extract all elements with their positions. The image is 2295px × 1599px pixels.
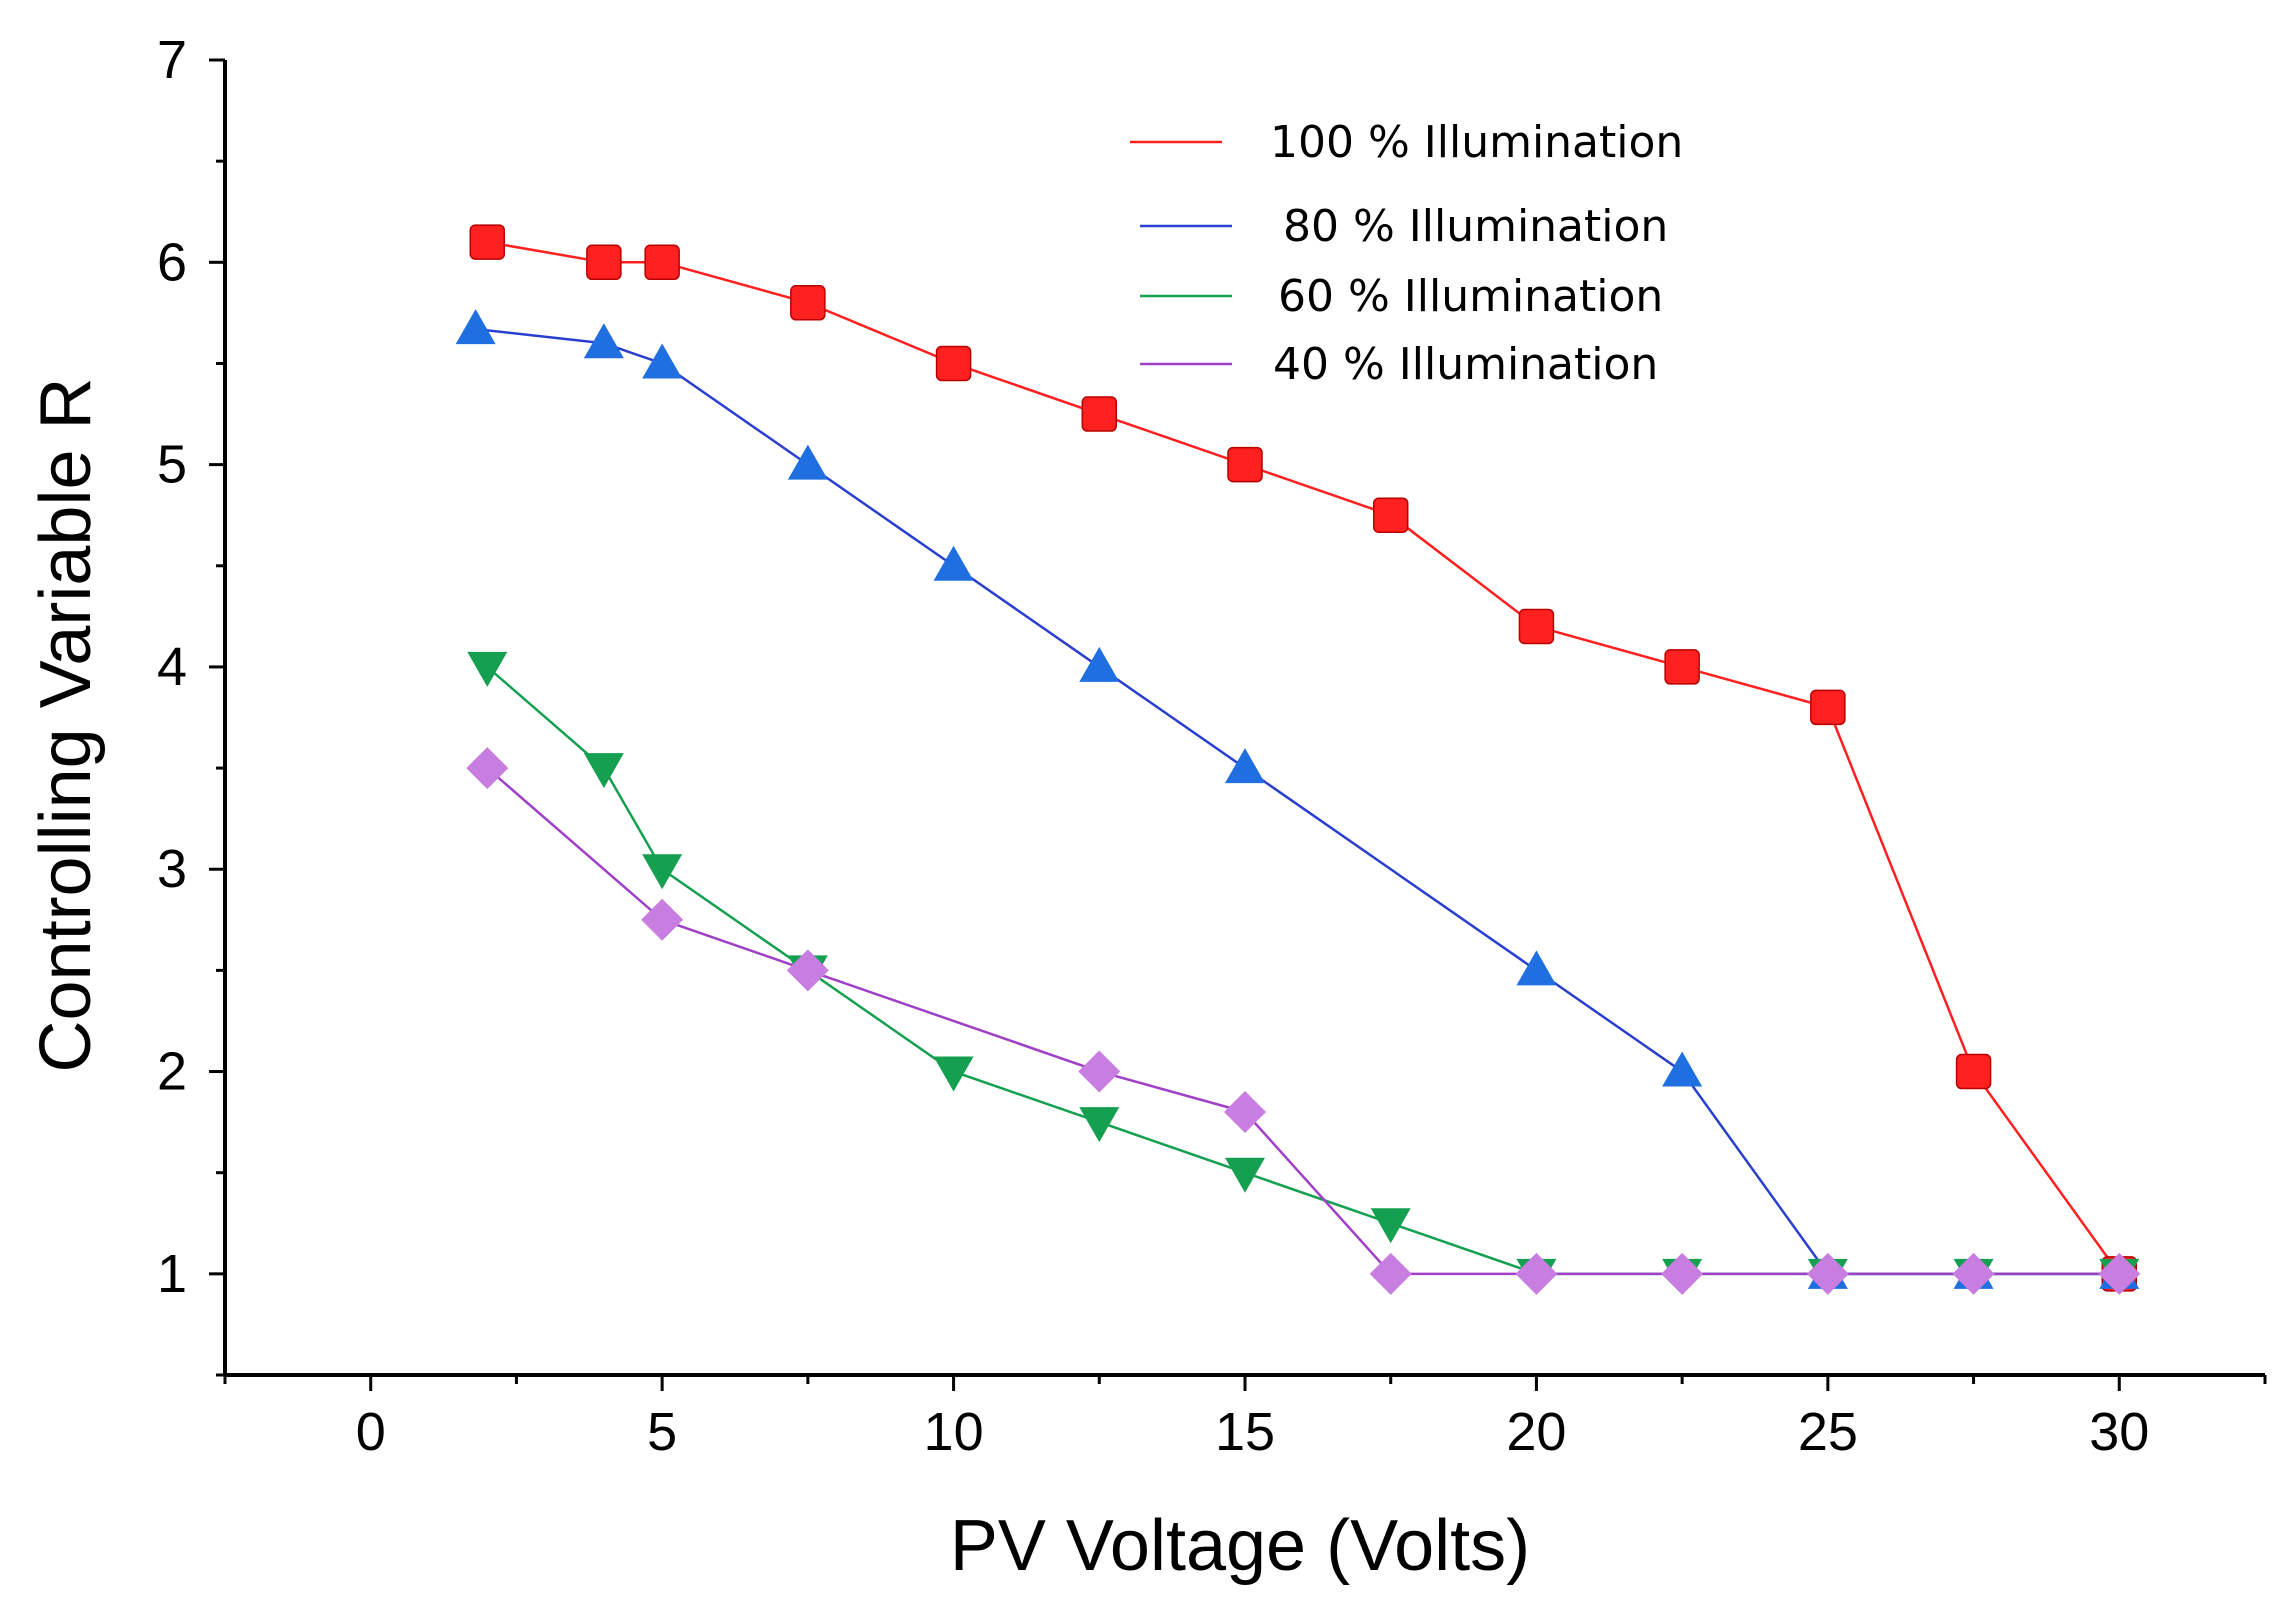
marker-square (469, 224, 506, 260)
marker-diamond (641, 898, 684, 941)
marker-square (790, 285, 826, 321)
marker-triangle-down (467, 651, 508, 687)
marker-square (1518, 608, 1555, 645)
marker-diamond (786, 949, 829, 992)
y-tick-label: 2 (157, 1042, 187, 1102)
y-tick-label: 5 (157, 435, 187, 495)
marker-triangle-up (1079, 646, 1120, 682)
marker-triangle-down (933, 1056, 974, 1092)
marker-square (1372, 497, 1409, 533)
x-ticks: 0 5 10 15 20 25 30 (223, 1375, 2267, 1462)
x-tick-label: 10 (924, 1402, 984, 1462)
x-tick-label: 5 (647, 1402, 677, 1462)
x-axis-title: PV Voltage (Volts) (950, 1506, 1530, 1586)
marker-diamond (1806, 1252, 1849, 1295)
marker-triangle-up (583, 323, 624, 359)
marker-triangle-up (1225, 748, 1265, 784)
marker-square (644, 244, 680, 281)
y-ticks: 1 2 3 4 5 6 7 (157, 30, 225, 1377)
y-tick-label: 6 (157, 232, 187, 292)
marker-triangle-up (1662, 1051, 1703, 1087)
marker-square (1810, 689, 1846, 726)
marker-triangle-down (1225, 1157, 1265, 1193)
marker-diamond (1224, 1091, 1266, 1133)
x-tick-label: 15 (1215, 1402, 1275, 1462)
marker-diamond (1515, 1252, 1558, 1295)
marker-diamond (1952, 1252, 1995, 1295)
legend-label-1: 80 % Illumination (1283, 201, 1668, 252)
marker-triangle-down (1079, 1107, 1120, 1143)
y-tick-label: 4 (157, 637, 187, 697)
y-tick-label: 3 (157, 839, 187, 899)
x-tick-label: 0 (356, 1402, 386, 1462)
marker-triangle-down (642, 854, 683, 890)
marker-diamond (1661, 1252, 1704, 1295)
marker-diamond (1369, 1252, 1412, 1295)
marker-square (1081, 396, 1118, 432)
y-axis-title: Controlling Variable R (26, 377, 106, 1072)
marker-triangle-up (933, 545, 974, 581)
legend-label-2: 60 % Illumination (1278, 271, 1663, 322)
x-tick-label: 25 (1798, 1402, 1858, 1462)
legend: 100 % Illumination 80 % Illumination 60 % … (1130, 117, 1683, 390)
series-markers-0 (469, 224, 2138, 1292)
marker-triangle-up (455, 309, 496, 345)
series-markers-3 (466, 747, 2141, 1295)
marker-diamond (466, 747, 509, 790)
marker-diamond (1078, 1050, 1121, 1093)
marker-square (1955, 1053, 1992, 1090)
x-tick-label: 30 (2089, 1402, 2149, 1462)
marker-square (1227, 446, 1263, 483)
marker-triangle-up (787, 444, 828, 480)
x-tick-label: 20 (1506, 1402, 1566, 1462)
y-tick-label: 1 (157, 1244, 187, 1304)
marker-triangle-up (642, 343, 683, 379)
marker-square (586, 244, 622, 281)
marker-square (1664, 649, 1700, 685)
marker-triangle-up (1516, 950, 1557, 986)
y-tick-label: 7 (157, 30, 187, 90)
series-markers (455, 224, 2141, 1295)
marker-triangle-down (583, 753, 624, 789)
legend-label-0: 100 % Illumination (1270, 117, 1683, 168)
legend-label-3: 40 % Illumination (1273, 339, 1658, 390)
marker-square (935, 345, 972, 382)
marker-diamond (2098, 1252, 2141, 1295)
marker-triangle-down (1370, 1208, 1411, 1244)
